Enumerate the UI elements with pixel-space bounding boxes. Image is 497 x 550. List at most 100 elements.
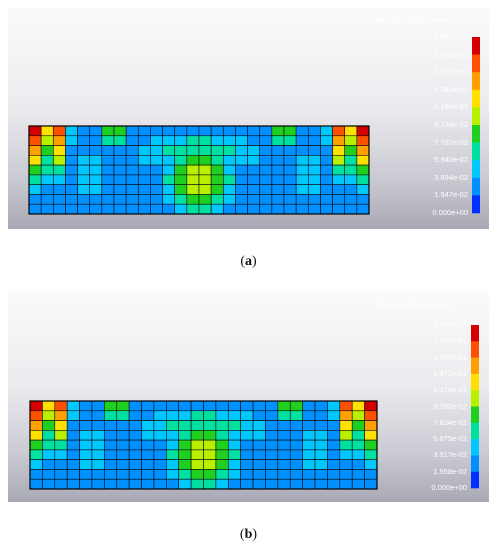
mesh-cell [166, 449, 180, 460]
mesh-cell [203, 439, 217, 451]
mesh-cell [186, 125, 200, 137]
mesh-cell [42, 439, 56, 451]
colorbar-swatch [472, 142, 480, 161]
mesh-cell [271, 194, 285, 205]
mesh-cell [89, 184, 103, 195]
mesh-cell [302, 478, 316, 490]
mesh-cell [222, 145, 236, 156]
mesh-cell [210, 145, 224, 156]
mesh-cell [54, 459, 68, 470]
mesh-cell [79, 410, 93, 421]
mesh-cell [186, 164, 200, 176]
mesh-cell [166, 420, 180, 431]
mesh-cell [339, 439, 353, 451]
mesh-cell [339, 449, 353, 460]
mesh-cell [174, 145, 188, 156]
mesh-cell [295, 164, 309, 176]
mesh-cell [198, 155, 212, 166]
legend-tick-label: 7.834e-02 [433, 417, 467, 427]
mesh-cell [52, 184, 66, 195]
mesh-cell [153, 430, 167, 441]
mesh-cell [351, 410, 365, 421]
mesh-cell [265, 400, 279, 412]
mesh-cell [289, 478, 303, 490]
mesh-cell [344, 164, 358, 176]
mesh-cell [235, 135, 248, 146]
colorbar-swatch [471, 439, 479, 456]
mesh-cell [210, 125, 224, 137]
legend-tick-label: 9.792e-02 [433, 401, 467, 411]
colorbar-swatch [472, 72, 480, 91]
mesh-cell [125, 135, 139, 146]
mesh-cell [240, 430, 254, 441]
mesh-cell [125, 174, 139, 185]
mesh-cell [235, 194, 248, 205]
mesh-cell [277, 449, 291, 460]
mesh-cell [215, 430, 229, 441]
mesh-cell [327, 410, 341, 421]
mesh-cell [252, 420, 266, 431]
mesh-cell [54, 410, 68, 421]
mesh-cell [307, 184, 321, 195]
mesh-cell [259, 164, 273, 176]
mesh-cell [339, 430, 353, 441]
mesh-cell [54, 439, 68, 451]
colorbar-swatch [471, 390, 479, 407]
mesh-cell [364, 459, 378, 470]
mesh-cell [198, 164, 212, 176]
mesh-cell [79, 400, 93, 412]
mesh-cell [203, 430, 217, 441]
mesh-cell [240, 410, 254, 421]
mesh-cell [344, 135, 358, 146]
mesh-cell [174, 184, 188, 195]
mesh-cell [320, 184, 333, 195]
mesh-cell [332, 145, 346, 156]
mesh-cell [89, 145, 103, 156]
mesh-cell [302, 459, 316, 470]
mesh-cell [222, 174, 236, 185]
mesh-cell [289, 459, 303, 470]
mesh-b [29, 400, 378, 490]
mesh-cell [66, 420, 80, 431]
mesh-cell [283, 194, 297, 205]
mesh-cell [40, 164, 54, 176]
mesh-cell [240, 400, 254, 412]
mesh-cell [137, 203, 151, 215]
mesh-cell [40, 135, 54, 146]
mesh-cell [153, 420, 167, 431]
mesh-cell [314, 439, 328, 451]
mesh-cell [42, 469, 56, 480]
mesh-cell [351, 400, 365, 412]
mesh-cell [190, 410, 204, 421]
mesh-cell [332, 174, 346, 185]
mesh-cell [307, 145, 321, 156]
mesh-cell [277, 420, 291, 431]
colorbar-swatch [472, 177, 480, 196]
mesh-cell [332, 203, 346, 215]
mesh-cell [240, 439, 254, 451]
mesh-cell [89, 125, 103, 137]
mesh-cell [54, 449, 68, 460]
mesh-cell [186, 155, 200, 166]
mesh-cell [210, 184, 224, 195]
mesh-cell [150, 145, 163, 156]
mesh-cell [42, 420, 56, 431]
legend-tick-label: 3.894e-02 [434, 172, 468, 182]
colorbar-swatch [471, 373, 479, 391]
mesh-cell [29, 449, 43, 460]
mesh-cell [252, 430, 266, 441]
mesh-cell [235, 174, 248, 185]
mesh-cell [113, 135, 127, 146]
mesh-cell [28, 155, 42, 166]
mesh-cell [265, 478, 279, 490]
mesh-cell [128, 459, 142, 470]
mesh-cell [141, 439, 155, 451]
mesh-cell [174, 164, 188, 176]
mesh-cell [125, 145, 139, 156]
mesh-cell [40, 125, 54, 137]
mesh-cell [259, 125, 273, 137]
mesh-cell [66, 439, 80, 451]
mesh-cell [66, 400, 80, 412]
mesh-cell [77, 125, 91, 137]
mesh-cell [128, 478, 142, 490]
